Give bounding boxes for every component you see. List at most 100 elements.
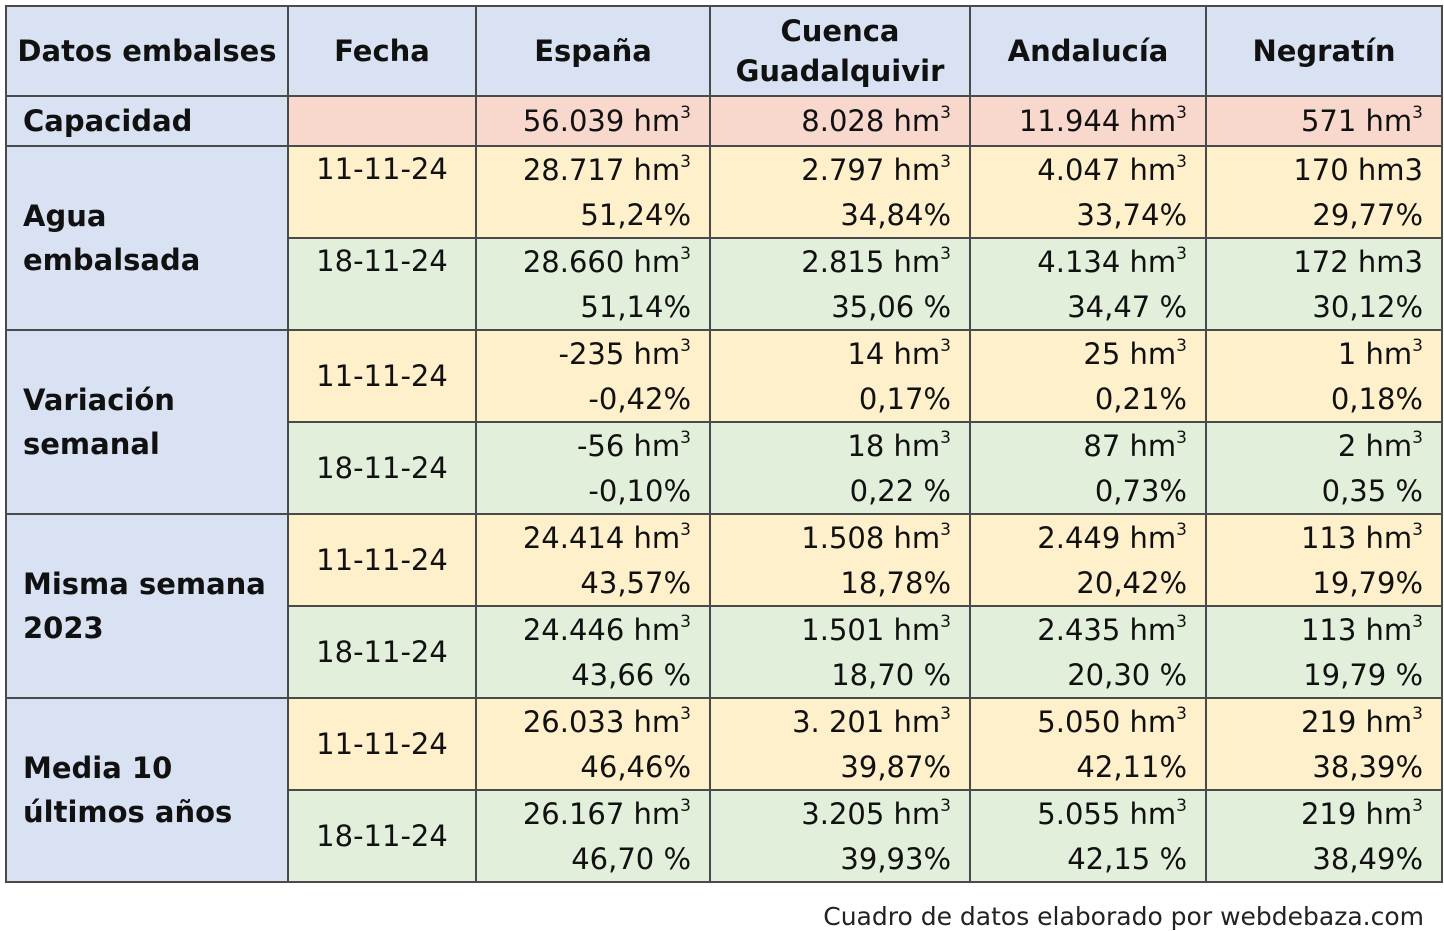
capacity-value-andalucia: 11.944 hm3 xyxy=(969,95,1207,147)
volume-line: 24.414 hm3 xyxy=(477,515,691,560)
volume-line: 113 hm3 xyxy=(1207,515,1423,560)
header-cell-cuenca: Cuenca Guadalquivir xyxy=(709,5,971,97)
capacity-value-negratin: 571 hm3 xyxy=(1205,95,1443,147)
volume-value: 3.205 hm xyxy=(801,797,941,831)
value-cell-cuenca: 18 hm3 0,22 % xyxy=(709,421,971,515)
percentage-value: 51,24% xyxy=(580,198,691,232)
date-cell: 11-11-24 xyxy=(287,697,477,791)
volume-line: 219 hm3 xyxy=(1207,791,1423,836)
volume-line: 14 hm3 xyxy=(711,331,951,376)
date-cell: 18-11-24 xyxy=(287,237,477,331)
table-row: 18-11-24 26.167 hm3 46,70 % 3.205 hm3 39,93%… xyxy=(6,789,1443,883)
volume-line: 25 hm3 xyxy=(971,331,1187,376)
percentage-value: 42,11% xyxy=(1076,750,1187,784)
volume-value: 2.449 hm xyxy=(1037,521,1177,555)
volume-unit-exponent: 3 xyxy=(1176,152,1187,172)
value-cell-negratin: 113 hm3 19,79% xyxy=(1205,513,1443,607)
percentage-value: 0,22 % xyxy=(849,474,951,508)
group-label: Misma semana 2023 xyxy=(5,513,289,699)
volume-unit-exponent: 3 xyxy=(680,428,691,448)
value-cell-espana: 26.167 hm3 46,70 % xyxy=(475,789,711,883)
volume-line: 26.033 hm3 xyxy=(477,699,691,744)
capacity-date-cell xyxy=(287,95,477,147)
value-cell-negratin: 1 hm3 0,18% xyxy=(1205,329,1443,423)
volume-value: 113 hm xyxy=(1300,613,1413,647)
volume-value: 26.033 hm xyxy=(522,705,681,739)
value-cell-espana: 28.660 hm3 51,14% xyxy=(475,237,711,331)
volume-value: 24.414 hm xyxy=(522,521,681,555)
volume-line: 2 hm3 xyxy=(1207,423,1423,468)
percentage-value: 20,42% xyxy=(1076,566,1187,600)
volume-value: 3. 201 hm xyxy=(792,705,941,739)
volume-line: 5.050 hm3 xyxy=(971,699,1187,744)
value-cell-andalucia: 2.449 hm3 20,42% xyxy=(969,513,1207,607)
value-cell-espana: 24.446 hm3 43,66 % xyxy=(475,605,711,699)
percentage-value: 39,87% xyxy=(840,750,951,784)
header-cell-fecha: Fecha xyxy=(287,5,477,97)
source-credit: Cuadro de datos elaborado por webdebaza.… xyxy=(823,902,1424,931)
value-cell-cuenca: 1.501 hm3 18,70 % xyxy=(709,605,971,699)
volume-unit-exponent: 3 xyxy=(1176,428,1187,448)
percentage-value: 42,15 % xyxy=(1067,842,1187,876)
percentage-value: 43,57% xyxy=(580,566,691,600)
value-cell-cuenca: 1.508 hm3 18,78% xyxy=(709,513,971,607)
capacity-value-cuenca: 8.028 hm3 xyxy=(709,95,971,147)
value-cell-espana: 26.033 hm3 46,46% xyxy=(475,697,711,791)
table-row: 18-11-24 -56 hm3 -0,10% 18 hm3 0,22 % 87 hm3 0… xyxy=(6,421,1443,515)
volume-value: 14 hm xyxy=(847,337,941,371)
header-cell-negratin: Negratín xyxy=(1205,5,1443,97)
value-cell-andalucia: 5.050 hm3 42,11% xyxy=(969,697,1207,791)
percentage-value: 33,74% xyxy=(1076,198,1187,232)
volume-line: 5.055 hm3 xyxy=(971,791,1187,836)
group-label: Variación semanal xyxy=(5,329,289,515)
value-cell-andalucia: 5.055 hm3 42,15 % xyxy=(969,789,1207,883)
volume-value: 2.435 hm xyxy=(1037,613,1177,647)
volume-value: 219 hm xyxy=(1300,797,1413,831)
table-row: Media 10 últimos años 11-11-24 26.033 hm3 4… xyxy=(5,697,1443,883)
volume-value: 25 hm xyxy=(1083,337,1177,371)
value-cell-espana: 24.414 hm3 43,57% xyxy=(475,513,711,607)
volume-line: 113 hm3 xyxy=(1207,607,1423,652)
volume-line: 28.660 hm3 xyxy=(477,239,691,284)
date-cell: 18-11-24 xyxy=(287,789,477,883)
value-cell-espana: 28.717 hm3 51,24% xyxy=(475,145,711,239)
value-cell-andalucia: 2.435 hm3 20,30 % xyxy=(969,605,1207,699)
volume-line: 3.205 hm3 xyxy=(711,791,951,836)
volume-value: 5.055 hm xyxy=(1037,797,1177,831)
percentage-value: 0,35 % xyxy=(1321,474,1423,508)
value-cell-cuenca: 2.815 hm3 35,06 % xyxy=(709,237,971,331)
percentage-value: 43,66 % xyxy=(571,658,691,692)
header-cell-espana: España xyxy=(475,5,711,97)
percentage-value: 39,93% xyxy=(840,842,951,876)
date-cell: 18-11-24 xyxy=(287,605,477,699)
group-label: Agua embalsada xyxy=(5,145,289,331)
percentage-value: 35,06 % xyxy=(831,290,951,324)
percentage-value: 0,73% xyxy=(1094,474,1187,508)
volume-unit-exponent: 3 xyxy=(680,244,691,264)
volume-value: 4.047 hm xyxy=(1037,153,1177,187)
percentage-value: 29,77% xyxy=(1312,198,1423,232)
header-cell-datos: Datos embalses xyxy=(5,5,289,97)
volume-line: 2.435 hm3 xyxy=(971,607,1187,652)
volume-unit-exponent: 3 xyxy=(1176,612,1187,632)
value-cell-andalucia: 4.134 hm3 34,47 % xyxy=(969,237,1207,331)
volume-unit-exponent: 3 xyxy=(940,612,951,632)
volume-value: 2.797 hm xyxy=(801,153,941,187)
volume-value: 28.717 hm xyxy=(522,153,681,187)
volume-value: 87 hm xyxy=(1083,429,1177,463)
volume-value: 172 hm3 xyxy=(1293,245,1423,279)
volume-unit-exponent: 3 xyxy=(680,520,691,540)
volume-value: 24.446 hm xyxy=(522,613,681,647)
volume-unit-exponent: 3 xyxy=(940,796,951,816)
percentage-value: 34,47 % xyxy=(1067,290,1187,324)
percentage-value: 0,21% xyxy=(1094,382,1187,416)
volume-unit-exponent: 3 xyxy=(680,704,691,724)
percentage-value: 19,79 % xyxy=(1303,658,1423,692)
volume-line: 2.449 hm3 xyxy=(971,515,1187,560)
capacity-value-espana: 56.039 hm3 xyxy=(475,95,711,147)
date-text: 11-11-24 xyxy=(316,152,448,186)
percentage-value: 38,49% xyxy=(1312,842,1423,876)
date-text: 11-11-24 xyxy=(316,727,448,761)
percentage-value: 20,30 % xyxy=(1067,658,1187,692)
date-text: 11-11-24 xyxy=(316,543,448,577)
